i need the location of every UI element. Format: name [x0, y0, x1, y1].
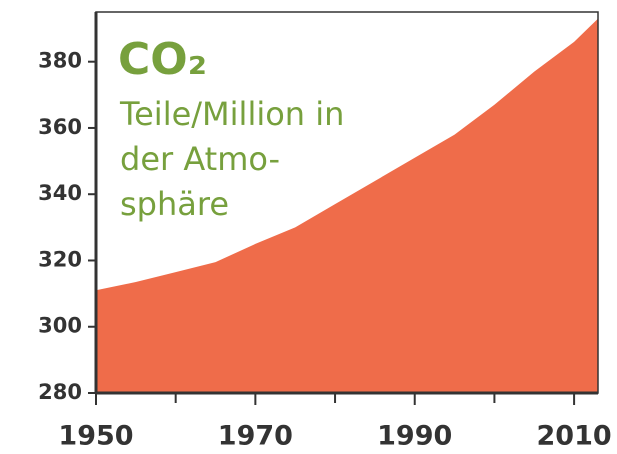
y-tick-label: 380: [38, 49, 82, 73]
subtitle-line: sphäre: [120, 185, 229, 223]
subtitle-line: Teile/Million in: [119, 95, 344, 133]
x-tick-label: 1990: [377, 421, 452, 452]
y-tick-label: 340: [38, 181, 82, 205]
subtitle-line: der Atmo-: [120, 140, 280, 178]
y-tick-label: 360: [38, 115, 82, 139]
y-tick-label: 300: [38, 314, 82, 338]
x-tick-label: 1950: [58, 421, 133, 452]
chart-title: CO₂: [118, 34, 207, 85]
x-tick-label: 1970: [218, 421, 293, 452]
y-tick-label: 320: [38, 247, 82, 271]
y-tick-label: 280: [38, 380, 82, 404]
x-tick-label: 2010: [537, 421, 612, 452]
co2-area: [96, 18, 598, 393]
